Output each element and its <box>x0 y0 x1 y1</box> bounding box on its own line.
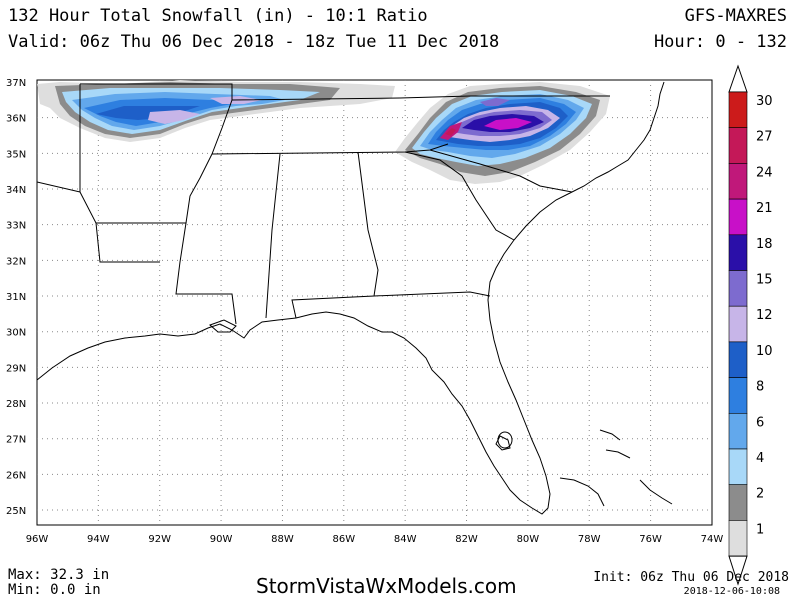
map-title: 132 Hour Total Snowfall (in) - 10:1 Rati… <box>8 6 428 26</box>
map-frame <box>36 79 713 526</box>
legend-label: 27 <box>756 130 773 145</box>
legend-label: 30 <box>756 94 773 109</box>
legend-swatch <box>728 91 748 129</box>
legend-swatch <box>728 448 748 486</box>
lat-label: 26N <box>6 470 26 481</box>
lat-label: 28N <box>6 399 26 410</box>
lat-label: 35N <box>6 149 26 160</box>
legend-swatch <box>728 163 748 200</box>
legend-label: 12 <box>756 308 773 323</box>
legend-label: 8 <box>756 380 764 395</box>
legend-swatch <box>728 234 748 271</box>
lat-label: 34N <box>6 185 26 196</box>
lake-okeechobee <box>497 431 513 449</box>
lon-label: 90W <box>210 534 233 545</box>
latitude-labels: 37N 36N 35N 34N 33N 32N 31N 30N 29N 28N 27N 26N 25N <box>6 78 26 517</box>
legend-label: 10 <box>756 344 773 359</box>
lat-label: 37N <box>6 78 26 89</box>
lat-label: 29N <box>6 363 26 374</box>
legend-label: 21 <box>756 201 773 216</box>
legend-swatch <box>728 520 748 557</box>
legend-arrow-bottom <box>728 555 748 586</box>
lon-label: 80W <box>517 534 540 545</box>
forecast-hours: Hour: 0 - 132 <box>653 32 787 52</box>
legend-label: 15 <box>756 273 773 288</box>
lon-label: 92W <box>148 534 171 545</box>
legend-swatch <box>728 270 748 307</box>
lat-label: 33N <box>6 221 26 232</box>
legend-label: 24 <box>756 165 773 180</box>
legend-label: 18 <box>756 237 773 252</box>
legend-swatch <box>728 484 748 521</box>
lon-label: 88W <box>271 534 294 545</box>
legend-arrow-top <box>728 64 748 93</box>
lon-label: 82W <box>455 534 478 545</box>
lon-label: 96W <box>26 534 49 545</box>
lon-label: 76W <box>639 534 662 545</box>
lat-label: 36N <box>6 114 26 125</box>
lon-label: 78W <box>578 534 601 545</box>
legend-swatch <box>728 305 748 343</box>
lon-label: 74W <box>701 534 724 545</box>
lat-lon-grid <box>37 80 712 525</box>
init-time: Init: 06z Thu 06 Dec 2018 <box>593 570 789 585</box>
min-value: Min: 0.0 in <box>8 582 101 598</box>
legend-label: 2 <box>756 487 764 502</box>
lon-label: 94W <box>87 534 110 545</box>
legend-label: 6 <box>756 415 764 430</box>
site-name: StormVistaWxModels.com <box>256 574 517 598</box>
legend-swatch <box>728 127 748 164</box>
lon-label: 86W <box>332 534 355 545</box>
legend-swatch <box>728 198 748 236</box>
legend-swatch <box>728 341 748 378</box>
legend-swatch <box>728 412 748 450</box>
legend-label: 1 <box>756 522 764 537</box>
legend-label: 4 <box>756 451 764 466</box>
max-value: Max: 32.3 in <box>8 567 110 583</box>
lon-label: 84W <box>394 534 417 545</box>
longitude-labels: 96W 94W 92W 90W 88W 86W 84W 82W 80W 78W 76W 74W <box>26 534 724 545</box>
lat-label: 32N <box>6 256 26 267</box>
snow-band-east <box>395 82 610 184</box>
lat-label: 27N <box>6 435 26 446</box>
model-name: GFS-MAXRES <box>684 6 787 26</box>
state-borders <box>37 83 610 325</box>
lat-label: 25N <box>6 506 26 517</box>
lat-label: 30N <box>6 328 26 339</box>
timestamp: 2018-12-06-10:08 <box>683 586 780 597</box>
legend-swatch <box>728 377 748 414</box>
valid-period: Valid: 06z Thu 06 Dec 2018 - 18z Tue 11 … <box>8 32 500 52</box>
lat-label: 31N <box>6 292 26 303</box>
map-content <box>37 80 712 525</box>
